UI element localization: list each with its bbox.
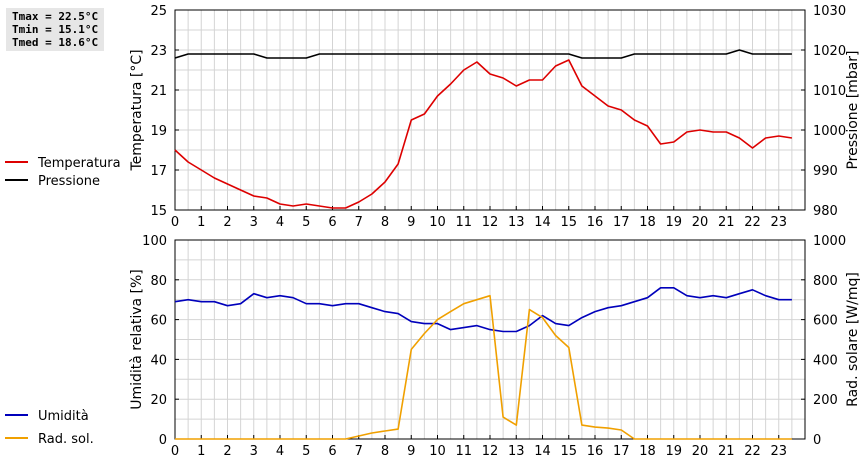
top-y2-tick-label: 990 <box>813 164 838 179</box>
top-y2-tick-label: 1000 <box>813 124 846 139</box>
bottom-x-tick-label: 3 <box>250 444 258 459</box>
tmin-text: Tmin = 15.1°C <box>12 23 99 36</box>
bottom-legend-label-0: Umidità <box>38 409 89 424</box>
bottom-x-tick-label: 16 <box>587 444 604 459</box>
top-x-tick-label: 9 <box>407 215 415 230</box>
bottom-ylabel: Umidità relativa [%] <box>129 269 145 410</box>
top-x-tick-label: 22 <box>744 215 761 230</box>
top-x-tick-label: 20 <box>692 215 709 230</box>
stats-box: Tmax = 22.5°C Tmin = 15.1°C Tmed = 18.6°… <box>6 8 105 51</box>
top-series-1-line <box>174 49 792 59</box>
bottom-chart: 0 1 2 3 4 5 6 7 8 9 10 11 12 13 14 15 16 17 18 19 20 21 22 2302… <box>5 234 860 459</box>
top-x-tick-label: 0 <box>171 215 179 230</box>
bottom-x-tick-label: 14 <box>534 444 551 459</box>
bottom-x-tick-label: 12 <box>482 444 499 459</box>
bottom-x-tick-label: 15 <box>560 444 577 459</box>
top-y2label: Pressione [mbar] <box>845 50 860 169</box>
top-series-0-line <box>174 59 793 209</box>
top-x-tick-label: 7 <box>355 215 363 230</box>
top-x-tick-label: 3 <box>250 215 258 230</box>
top-x-tick-label: 10 <box>429 215 446 230</box>
bottom-x-tick-label: 4 <box>276 444 284 459</box>
top-x-tick-label: 23 <box>770 215 787 230</box>
bottom-x-tick-label: 17 <box>613 444 630 459</box>
bottom-x-tick-label: 21 <box>718 444 735 459</box>
top-y2-tick-label: 1010 <box>813 84 846 99</box>
bottom-y2-tick-label: 800 <box>813 274 838 289</box>
top-x-tick-label: 13 <box>508 215 525 230</box>
bottom-legend-label-1: Rad. sol. <box>38 432 94 447</box>
tmed-text: Tmed = 18.6°C <box>12 36 99 49</box>
top-chart: 0 1 2 3 4 5 6 7 8 9 10 11 12 13 14 15 16 17 18 19 20 21 22 2315… <box>5 4 860 230</box>
top-x-tick-label: 17 <box>613 215 630 230</box>
bottom-x-tick-label: 0 <box>171 444 179 459</box>
top-x-tick-label: 21 <box>718 215 735 230</box>
top-x-tick-label: 1 <box>197 215 205 230</box>
bottom-y-tick-label: 60 <box>150 314 167 329</box>
bottom-x-tick-label: 6 <box>328 444 336 459</box>
bottom-x-tick-label: 9 <box>407 444 415 459</box>
bottom-series-0-line <box>174 286 792 333</box>
bottom-y2-tick-label: 0 <box>813 433 821 448</box>
top-x-tick-label: 19 <box>665 215 682 230</box>
bottom-x-tick-label: 13 <box>508 444 525 459</box>
bottom-y-tick-label: 0 <box>159 433 167 448</box>
top-y2-tick-label: 1030 <box>813 4 846 19</box>
top-x-tick-label: 15 <box>560 215 577 230</box>
top-y-tick-label: 17 <box>150 164 167 179</box>
bottom-y2-tick-label: 1000 <box>813 234 846 249</box>
top-x-tick-label: 2 <box>223 215 231 230</box>
bottom-y2-tick-label: 200 <box>813 393 838 408</box>
top-y-tick-label: 25 <box>150 4 167 19</box>
bottom-x-tick-label: 20 <box>692 444 709 459</box>
bottom-x-tick-label: 11 <box>455 444 472 459</box>
top-x-tick-label: 18 <box>639 215 656 230</box>
bottom-x-tick-label: 19 <box>665 444 682 459</box>
bottom-x-tick-label: 5 <box>302 444 310 459</box>
top-legend-label-1: Pressione <box>38 174 100 189</box>
top-y-tick-label: 21 <box>150 84 167 99</box>
bottom-y-tick-label: 100 <box>142 234 167 249</box>
bottom-x-tick-label: 7 <box>355 444 363 459</box>
top-x-tick-label: 6 <box>328 215 336 230</box>
bottom-x-tick-label: 8 <box>381 444 389 459</box>
top-x-tick-label: 16 <box>587 215 604 230</box>
top-x-tick-label: 12 <box>482 215 499 230</box>
bottom-x-tick-label: 18 <box>639 444 656 459</box>
tmax-text: Tmax = 22.5°C <box>12 10 99 23</box>
top-x-tick-label: 8 <box>381 215 389 230</box>
bottom-x-tick-label: 23 <box>770 444 787 459</box>
top-y2-tick-label: 980 <box>813 204 838 219</box>
bottom-y2label: Rad. solare [W/mq] <box>845 272 860 407</box>
top-y2-tick-label: 1020 <box>813 44 846 59</box>
top-y-tick-label: 19 <box>150 124 167 139</box>
bottom-y-tick-label: 20 <box>150 393 167 408</box>
top-x-tick-label: 4 <box>276 215 284 230</box>
bottom-x-tick-label: 10 <box>429 444 446 459</box>
bottom-x-tick-label: 22 <box>744 444 761 459</box>
bottom-y-tick-label: 80 <box>150 274 167 289</box>
bottom-y2-tick-label: 400 <box>813 353 838 368</box>
bottom-y2-tick-label: 600 <box>813 314 838 329</box>
top-x-tick-label: 14 <box>534 215 551 230</box>
bottom-series-1-line <box>175 294 792 440</box>
bottom-x-tick-label: 1 <box>197 444 205 459</box>
bottom-x-tick-label: 2 <box>223 444 231 459</box>
top-legend-label-0: Temperatura <box>37 156 121 171</box>
top-x-tick-label: 5 <box>302 215 310 230</box>
top-y-tick-label: 15 <box>150 204 167 219</box>
top-y-tick-label: 23 <box>150 44 167 59</box>
top-ylabel: Temperatura [°C] <box>129 49 145 171</box>
top-x-tick-label: 11 <box>455 215 472 230</box>
bottom-y-tick-label: 40 <box>150 353 167 368</box>
